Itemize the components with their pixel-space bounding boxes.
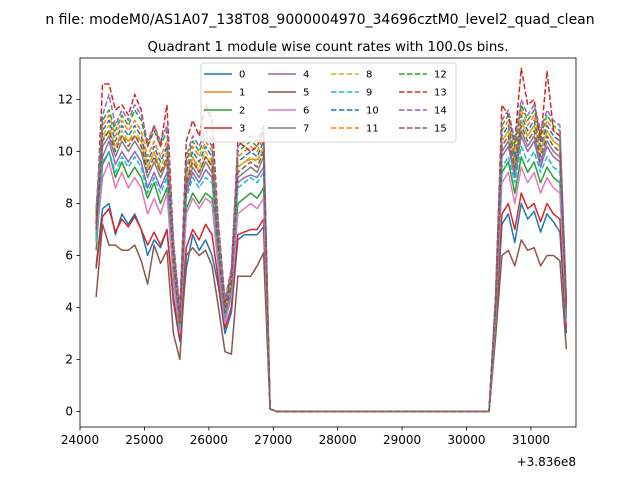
y-tick-label: 12 <box>58 93 73 107</box>
x-tick-label: 26000 <box>190 433 228 447</box>
legend-label-13: 13 <box>434 88 447 99</box>
legend-label-15: 15 <box>434 124 447 135</box>
y-tick-label: 0 <box>65 404 73 418</box>
series-lines <box>95 67 568 413</box>
legend-label-3: 3 <box>239 124 245 135</box>
legend-label-10: 10 <box>366 106 379 117</box>
legend-label-5: 5 <box>303 88 309 99</box>
x-tick-label: 27000 <box>254 433 292 447</box>
series-line-11 <box>95 109 568 413</box>
y-tick-label: 8 <box>65 197 73 211</box>
series-line-14 <box>95 93 568 413</box>
y-tick-label: 4 <box>65 300 73 314</box>
x-tick-label: 30000 <box>447 433 485 447</box>
legend-label-1: 1 <box>239 88 245 99</box>
series-line-6 <box>95 161 568 413</box>
y-tick-label: 2 <box>65 352 73 366</box>
series-line-3 <box>95 192 568 413</box>
series-line-10 <box>95 114 568 413</box>
legend-label-4: 4 <box>303 70 309 81</box>
y-tick-label: 10 <box>58 145 73 159</box>
x-tick-label: 28000 <box>319 433 357 447</box>
chart-title: Quadrant 1 module wise count rates with … <box>148 40 509 55</box>
legend-label-6: 6 <box>303 106 309 117</box>
legend-label-9: 9 <box>366 88 372 99</box>
series-line-5 <box>95 223 568 413</box>
legend-label-12: 12 <box>434 70 447 81</box>
y-tick-label: 6 <box>65 248 73 262</box>
x-tick-label: 24000 <box>61 433 99 447</box>
legend-box <box>200 62 457 143</box>
legend-label-11: 11 <box>366 124 379 135</box>
x-tick-label: 29000 <box>383 433 421 447</box>
legend-label-0: 0 <box>239 70 245 81</box>
x-tick-label: 31000 <box>512 433 550 447</box>
axes-frame <box>79 57 577 428</box>
legend-label-8: 8 <box>366 70 372 81</box>
legend-label-14: 14 <box>434 106 447 117</box>
legend-label-2: 2 <box>239 106 245 117</box>
legend-label-7: 7 <box>303 124 309 135</box>
x-offset-label: +3.836e8 <box>517 455 576 469</box>
x-tick-label: 25000 <box>125 433 163 447</box>
chart-suptitle: n file: modeM0/AS1A07_138T08_9000004970_… <box>45 12 594 28</box>
series-line-9 <box>95 145 568 413</box>
series-line-15 <box>95 124 568 413</box>
